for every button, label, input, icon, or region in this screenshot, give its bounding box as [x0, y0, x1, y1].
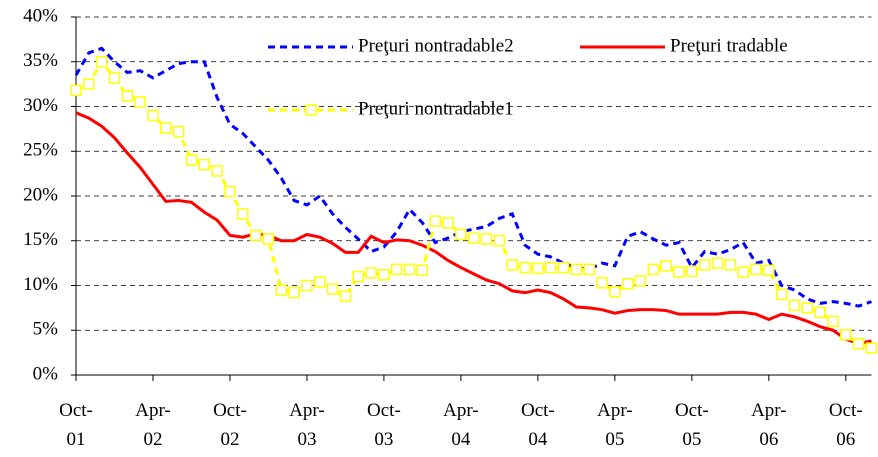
y-tick-label: 35%	[23, 50, 58, 71]
x-tick-label: Apr-06	[751, 400, 787, 450]
y-tick-label: 10%	[23, 274, 58, 295]
marker	[275, 284, 288, 296]
marker	[519, 261, 531, 274]
marker	[442, 217, 454, 229]
y-tick-label: 30%	[23, 95, 58, 116]
marker	[301, 279, 313, 292]
marker	[288, 286, 300, 299]
marker	[634, 275, 647, 287]
marker	[326, 283, 339, 295]
marker	[557, 261, 570, 274]
marker	[647, 263, 660, 276]
marker	[698, 259, 711, 271]
x-tick-label: Apr-04	[443, 400, 479, 450]
x-tick-label: Apr-05	[597, 400, 633, 450]
x-tick-label: Oct-01	[59, 400, 93, 450]
y-tick-label: 15%	[23, 229, 58, 250]
marker	[339, 290, 352, 302]
x-tick-label: Oct-02	[213, 400, 247, 450]
marker	[429, 215, 441, 227]
marker	[621, 277, 634, 290]
marker	[480, 233, 493, 245]
series-line	[75, 111, 872, 346]
marker	[583, 263, 595, 276]
marker	[147, 109, 159, 122]
x-tick-label: Apr-03	[289, 400, 325, 450]
x-tick-label: Oct-06	[828, 400, 863, 450]
marker	[506, 259, 518, 271]
marker	[801, 302, 814, 314]
marker	[108, 72, 121, 84]
marker	[827, 315, 839, 328]
marker	[775, 288, 788, 301]
marker	[570, 263, 583, 276]
marker	[185, 154, 198, 166]
marker	[95, 56, 108, 68]
marker	[673, 266, 685, 278]
marker	[378, 269, 390, 281]
x-tick-label: Oct-03	[367, 400, 401, 450]
x-tick-label: Apr-02	[135, 400, 171, 450]
marker	[686, 265, 698, 277]
marker	[840, 328, 852, 341]
marker	[596, 277, 608, 289]
marker	[788, 299, 801, 311]
marker	[211, 165, 223, 177]
marker	[70, 84, 82, 97]
marker	[750, 263, 762, 276]
marker	[467, 232, 480, 244]
marker	[865, 342, 878, 354]
x-tick-label: Oct-04	[520, 400, 555, 450]
marker	[352, 270, 365, 283]
marker	[172, 125, 185, 138]
marker	[403, 263, 416, 276]
marker	[493, 235, 506, 247]
marker	[852, 337, 865, 350]
legend-label: Preţuri nontradable2	[358, 35, 514, 56]
y-tick-label: 0%	[33, 363, 59, 384]
marker	[544, 261, 557, 274]
marker	[814, 306, 826, 319]
marker	[391, 263, 403, 276]
marker	[262, 233, 275, 245]
marker	[455, 228, 467, 241]
marker	[737, 266, 749, 278]
marker	[314, 276, 326, 288]
marker	[763, 264, 775, 277]
marker	[160, 122, 172, 134]
legend-label: Preţuri tradable	[670, 35, 788, 56]
marker	[134, 96, 146, 108]
marker	[224, 185, 236, 198]
legend-marker	[305, 104, 317, 116]
series-line	[74, 46, 872, 308]
marker	[365, 267, 377, 279]
marker	[609, 286, 621, 298]
marker	[724, 259, 737, 271]
y-tick-label: 25%	[23, 140, 58, 161]
x-tick-label: Oct-05	[674, 400, 709, 450]
marker	[532, 262, 544, 275]
marker	[660, 260, 672, 272]
marker	[249, 229, 262, 242]
marker	[711, 257, 724, 269]
marker	[198, 158, 211, 171]
y-tick-label: 20%	[23, 184, 58, 205]
marker	[416, 264, 429, 277]
marker	[121, 90, 134, 102]
marker	[237, 208, 249, 220]
y-tick-label: 5%	[33, 319, 59, 340]
marker	[83, 78, 95, 90]
y-tick-label: 40%	[23, 5, 58, 26]
legend-label: Preţuri nontradable1	[358, 98, 514, 119]
